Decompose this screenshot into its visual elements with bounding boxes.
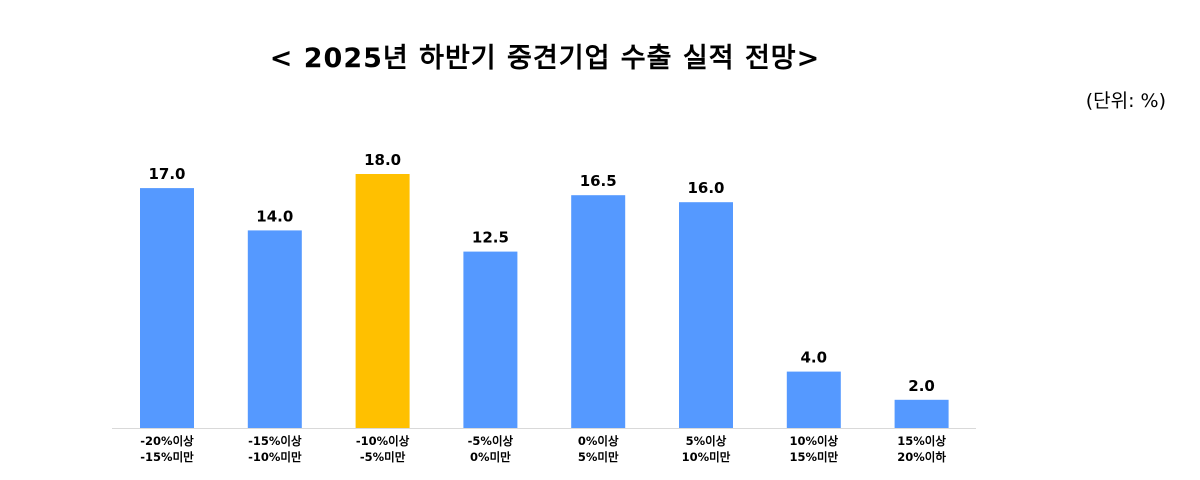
- bar-value-label: 12.5: [472, 229, 509, 247]
- bar-value-label: 16.0: [687, 179, 724, 197]
- x-tick-label: -20%이상 -15%미만: [140, 434, 194, 464]
- bar-value-label: 2.0: [908, 377, 935, 395]
- bar: [786, 371, 841, 428]
- bar: [679, 202, 733, 428]
- bar-value-label: 14.0: [256, 207, 293, 225]
- unit-note: (단위: %): [1085, 90, 1166, 112]
- x-tick-label: -10%이상 -5%미만: [356, 434, 410, 464]
- bar: [140, 188, 194, 428]
- x-tick-label: 5%이상 10%미만: [682, 434, 731, 464]
- bar: [463, 251, 518, 428]
- bar: [355, 174, 410, 428]
- x-tick-label: -15%이상 -10%미만: [248, 434, 302, 464]
- x-tick-label: -5%이상 0%미만: [468, 434, 514, 464]
- bar-value-label: 4.0: [801, 349, 828, 367]
- x-tick-label: 15%이상 20%이하: [897, 434, 946, 464]
- bar: [894, 399, 949, 428]
- x-tick-label: 0%이상 5%미만: [578, 434, 619, 464]
- bar-value-label: 17.0: [148, 165, 185, 183]
- bar: [571, 195, 626, 428]
- bar-value-label: 18.0: [364, 151, 401, 169]
- bar-value-label: 16.5: [580, 172, 617, 190]
- chart-title: < 2025년 하반기 중견기업 수출 실적 전망>: [269, 43, 821, 74]
- bar: [247, 230, 302, 428]
- x-tick-label: 10%이상 15%미만: [789, 434, 838, 464]
